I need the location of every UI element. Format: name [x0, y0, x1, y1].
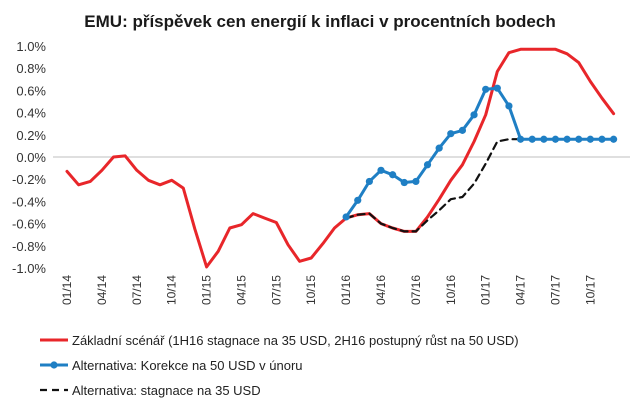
x-tick-label: 10/14 [165, 275, 179, 305]
series-2-point [377, 166, 385, 174]
y-tick-label: 0.2% [16, 128, 46, 143]
x-tick-label: 04/15 [234, 275, 248, 305]
y-tick-label: -0.6% [12, 217, 46, 232]
y-tick-label: 0.0% [16, 150, 46, 165]
series-2-point [389, 171, 397, 179]
y-tick-label: -0.8% [12, 239, 46, 254]
legend-label: Alternativa: stagnace na 35 USD [72, 383, 261, 398]
legend-item-1: Základní scénář (1H16 stagnace na 35 USD… [40, 333, 519, 348]
x-tick-label: 10/17 [583, 275, 597, 305]
y-tick-label: 0.4% [16, 106, 46, 121]
x-tick-label: 04/17 [514, 275, 528, 305]
x-tick-label: 01/16 [339, 275, 353, 305]
y-axis: 1.0% 0.8% 0.6% 0.4% 0.2% 0.0% -0.2% -0.4% -0.6% -… [12, 39, 46, 276]
series-line-3 [345, 138, 615, 233]
series-2-point [528, 135, 536, 143]
legend-marker [50, 361, 58, 369]
x-tick-label: 04/16 [374, 275, 388, 305]
series-line-1 [65, 47, 616, 269]
series-2-point [400, 178, 408, 187]
legend-item-2: Alternativa: Korekce na 50 USD v únoru [40, 358, 303, 373]
series-2-point [412, 177, 420, 186]
series-2-point [365, 177, 373, 186]
series-2-point [516, 135, 525, 143]
x-tick-label: 07/14 [130, 275, 144, 305]
x-tick-label: 04/14 [95, 275, 109, 305]
x-tick-label: 07/17 [548, 275, 562, 305]
series-2-point [435, 144, 443, 152]
series-2-point [342, 213, 350, 221]
x-tick-label: 10/16 [444, 275, 458, 305]
y-tick-label: -1.0% [12, 261, 46, 276]
legend: Základní scénář (1H16 stagnace na 35 USD… [40, 333, 519, 398]
series-2-point [447, 130, 455, 138]
series-2-point [575, 135, 583, 143]
legend-label: Základní scénář (1H16 stagnace na 35 USD… [72, 333, 519, 348]
y-tick-label: 0.6% [16, 83, 46, 98]
series-line-2 [344, 86, 616, 219]
x-tick-label: 10/15 [304, 275, 318, 305]
series-2-point [458, 126, 467, 134]
series-2-point [563, 135, 571, 143]
plot-area [65, 47, 618, 269]
series-2-point [470, 111, 478, 119]
series-2-point [493, 84, 501, 92]
x-tick-label: 01/15 [200, 275, 214, 305]
series-2-point [586, 135, 594, 143]
y-tick-label: 1.0% [16, 39, 46, 54]
series-2-point [482, 85, 490, 93]
x-tick-label: 07/15 [269, 275, 283, 305]
series-2-point [610, 135, 618, 143]
legend-item-3: Alternativa: stagnace na 35 USD [40, 383, 261, 398]
x-axis: 01/14 04/14 07/14 10/14 01/15 04/15 07/15 10/15… [53, 156, 630, 305]
series-2-point [423, 161, 432, 169]
x-tick-label: 01/17 [479, 275, 493, 305]
series-2-point [598, 135, 606, 143]
series-2-point [540, 135, 548, 143]
x-tick-label: 07/16 [409, 275, 423, 305]
chart-title: EMU: příspěvek cen energií k inflaci v p… [84, 12, 555, 31]
y-tick-label: -0.2% [12, 172, 46, 187]
series-2-point [505, 102, 513, 110]
series-2-point [551, 135, 560, 143]
y-tick-label: 0.8% [16, 61, 46, 76]
series-2-point [354, 196, 362, 204]
legend-label: Alternativa: Korekce na 50 USD v únoru [72, 358, 303, 373]
x-tick-label: 01/14 [60, 275, 74, 305]
y-tick-label: -0.4% [12, 194, 46, 209]
